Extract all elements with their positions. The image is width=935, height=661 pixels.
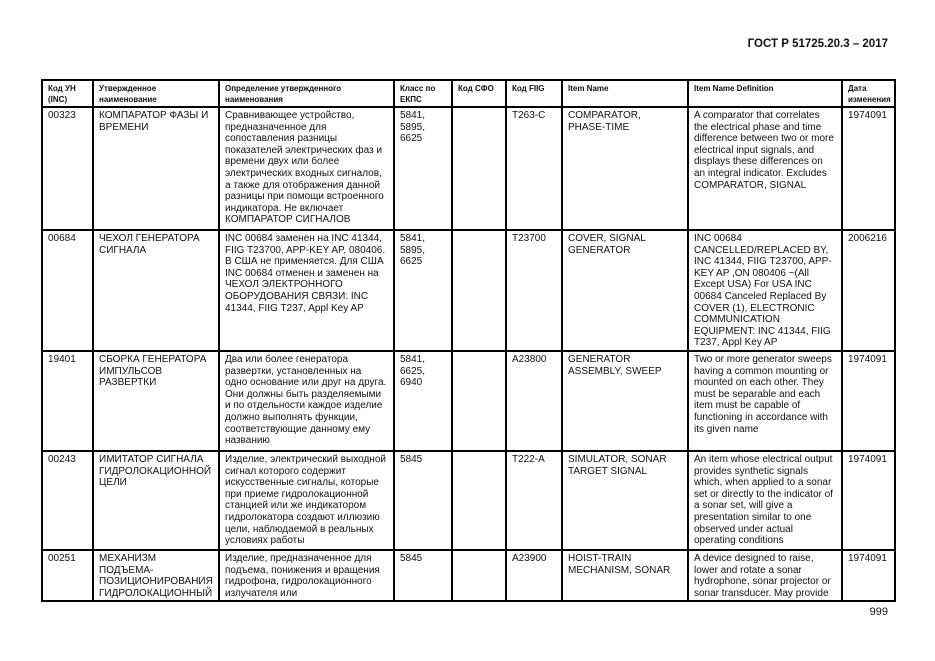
cell-item-name-definition: Two or more generator sweeps having a co…: [687, 349, 843, 452]
cell-sfo-code: [451, 349, 507, 452]
column-header-change-date: Дата изменения: [841, 79, 896, 108]
cell-ekps-class: 5845: [393, 449, 453, 551]
cell-approved-name: МЕХАНИЗМ ПОДЪЕМА- ПОЗИЦИОНИРОВАНИЯ ГИДРО…: [92, 548, 220, 603]
cell-inc-code: 19401: [41, 349, 94, 452]
table-row: 00323 КОМПАРАТОР ФАЗЫ И ВРЕМЕНИ Сравнивающ…: [41, 106, 896, 231]
cell-inc-code: 00251: [41, 548, 94, 603]
cell-inc-code: 00684: [41, 229, 94, 352]
table-header-row: Код УН (INC) Утвержденное наименование Опр…: [41, 79, 896, 108]
cell-ekps-class: 5841, 5895, 6625: [393, 229, 453, 352]
table-row: 19401 СБОРКА ГЕНЕРАТОРА ИМПУЛЬСОВ РАЗВЕРТ…: [41, 349, 896, 452]
cell-ekps-class: 5841, 5895, 6625: [393, 106, 453, 231]
page-number: 999: [869, 606, 888, 618]
cell-approved-name-definition: INC 00684 заменен на INC 41344, FIIG T23…: [218, 229, 395, 352]
cell-item-name-definition: INC 00684 CANCELLED/REPLACED BY, INC 413…: [687, 229, 843, 352]
column-header-approved-name: Утвержденное наименование: [92, 79, 220, 108]
column-header-item-name: Item Name: [561, 79, 689, 108]
cell-item-name-definition: A comparator that correlates the electri…: [687, 106, 843, 231]
cell-approved-name: СБОРКА ГЕНЕРАТОРА ИМПУЛЬСОВ РАЗВЕРТКИ: [92, 349, 220, 452]
column-header-sfo-code: Код СФО: [451, 79, 507, 108]
column-header-inc-code: Код УН (INC): [41, 79, 94, 108]
cell-change-date: 1974091: [841, 349, 896, 452]
cell-fiig-code: T263-C: [505, 106, 563, 231]
cell-item-name: GENERATOR ASSEMBLY, SWEEP: [561, 349, 689, 452]
cell-ekps-class: 5845: [393, 548, 453, 603]
column-header-approved-name-definition: Определение утвержденного наименования: [218, 79, 395, 108]
document-header-title: ГОСТ Р 51725.20.3 – 2017: [747, 38, 888, 50]
cell-item-name: HOIST-TRAIN MECHANISM, SONAR: [561, 548, 689, 603]
cell-ekps-class: 5841, 6625, 6940: [393, 349, 453, 452]
cell-sfo-code: [451, 548, 507, 603]
table-row: 00251 МЕХАНИЗМ ПОДЪЕМА- ПОЗИЦИОНИРОВАНИЯ …: [41, 548, 896, 603]
cell-inc-code: 00323: [41, 106, 94, 231]
cell-item-name: SIMULATOR, SONAR TARGET SIGNAL: [561, 449, 689, 551]
cell-item-name-definition: An item whose electrical output provides…: [687, 449, 843, 551]
column-header-item-name-definition: Item Name Definition: [687, 79, 843, 108]
cell-approved-name-definition: Изделие, электрический выходной сигнал к…: [218, 449, 395, 551]
cell-item-name: COMPARATOR, PHASE-TIME: [561, 106, 689, 231]
cell-change-date: 2006216: [841, 229, 896, 352]
cell-approved-name: ИМИТАТОР СИГНАЛА ГИДРОЛОКАЦИОННОЙ ЦЕЛИ: [92, 449, 220, 551]
column-header-fiig-code: Код FIIG: [505, 79, 563, 108]
cell-approved-name-definition: Изделие, предназначенное для подъема, по…: [218, 548, 395, 603]
cell-change-date: 1974091: [841, 548, 896, 603]
cell-sfo-code: [451, 106, 507, 231]
cell-approved-name-definition: Сравнивающее устройство, предназначенное…: [218, 106, 395, 231]
cell-item-name-definition: A device designed to raise, lower and ro…: [687, 548, 843, 603]
cell-inc-code: 00243: [41, 449, 94, 551]
cell-approved-name: ЧЕХОЛ ГЕНЕРАТОРА СИГНАЛА: [92, 229, 220, 352]
column-header-ekps-class: Класс по ЕКПС: [393, 79, 453, 108]
cell-change-date: 1974091: [841, 449, 896, 551]
table-row: 00243 ИМИТАТОР СИГНАЛА ГИДРОЛОКАЦИОННОЙ Ц…: [41, 449, 896, 551]
cell-sfo-code: [451, 229, 507, 352]
items-table: Код УН (INC) Утвержденное наименование Опр…: [41, 79, 896, 603]
cell-sfo-code: [451, 449, 507, 551]
cell-fiig-code: T222-A: [505, 449, 563, 551]
cell-item-name: COVER, SIGNAL GENERATOR: [561, 229, 689, 352]
cell-approved-name: КОМПАРАТОР ФАЗЫ И ВРЕМЕНИ: [92, 106, 220, 231]
cell-fiig-code: A23900: [505, 548, 563, 603]
cell-change-date: 1974091: [841, 106, 896, 231]
table-row: 00684 ЧЕХОЛ ГЕНЕРАТОРА СИГНАЛА INC 00684 з…: [41, 229, 896, 352]
cell-fiig-code: A23800: [505, 349, 563, 452]
cell-approved-name-definition: Два или более генератора развертки, уста…: [218, 349, 395, 452]
cell-fiig-code: T23700: [505, 229, 563, 352]
